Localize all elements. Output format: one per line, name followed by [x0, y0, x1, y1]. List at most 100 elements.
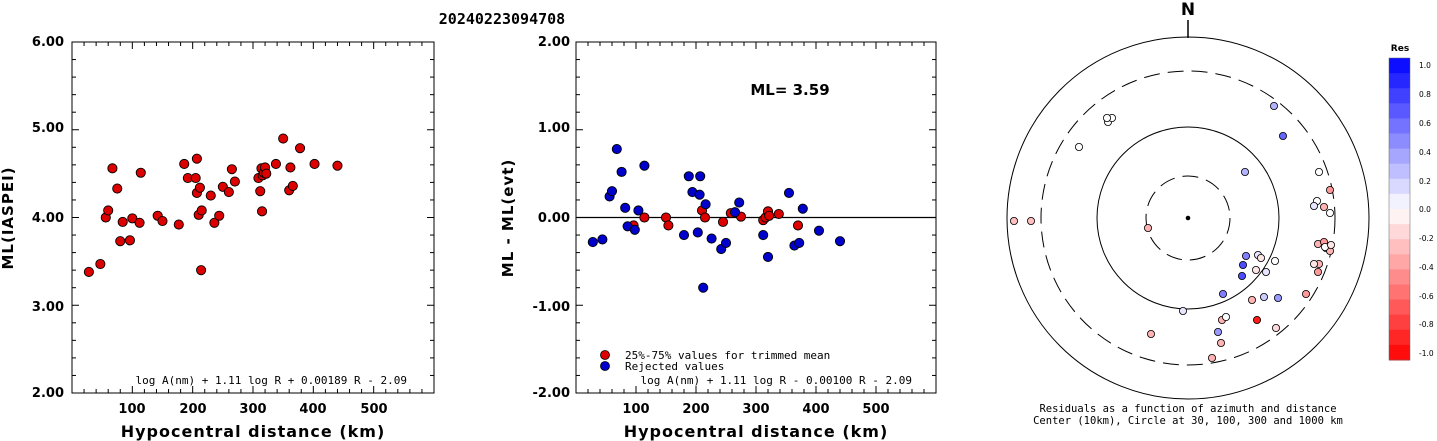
colorbar-tick: 0.8	[1419, 90, 1431, 99]
ring-100km	[1096, 126, 1280, 310]
plot1-point	[209, 217, 220, 228]
station-point	[1326, 185, 1335, 194]
plot1-point	[332, 160, 343, 171]
station-point	[1222, 312, 1231, 321]
plot1-point	[95, 258, 106, 270]
plot1-ytick-label: 5.00	[32, 121, 64, 136]
plot1-points	[83, 133, 343, 277]
plot2-point	[720, 237, 732, 248]
station-point	[1327, 240, 1336, 249]
colorbar-cell	[1389, 163, 1410, 180]
station-point	[1103, 114, 1112, 123]
plot2-point	[794, 237, 805, 248]
colorbar-cell	[1389, 239, 1410, 255]
epicenter-dot	[1185, 215, 1191, 221]
plot1-point	[103, 205, 114, 216]
plot1-point	[127, 213, 138, 224]
colorbar-cell	[1389, 178, 1410, 195]
station-point	[1242, 251, 1251, 260]
plot2-x-axis-label: Hypocentral distance (km)	[624, 422, 889, 441]
plot2-point	[764, 210, 775, 221]
plot1-point	[287, 180, 298, 191]
plot1-point	[194, 182, 205, 193]
map-caption-line2: Center (10km), Circle at 30, 100, 300 an…	[1033, 415, 1343, 427]
plot2-point	[813, 225, 825, 236]
colorbar-cell	[1389, 73, 1410, 89]
plot2-points	[587, 144, 846, 293]
plot1-point	[190, 172, 201, 184]
plot1-point	[255, 186, 266, 197]
panel-ml-vs-distance: 2.00 3.00 4.00 5.00 6.00 100 200 300 400…	[0, 35, 435, 441]
plot1-point	[135, 167, 146, 178]
station-point	[1326, 208, 1335, 217]
colorbar-cell	[1389, 58, 1410, 74]
station-residual-points	[1010, 102, 1336, 362]
colorbar-cells	[1389, 58, 1410, 361]
plot2-point	[678, 229, 690, 241]
plot1-xtick-label: 200	[179, 402, 206, 417]
colorbar-cell	[1389, 254, 1410, 270]
plot1-point	[278, 133, 289, 144]
plot2-xtick-label: 500	[862, 402, 889, 417]
colorbar-cell	[1389, 224, 1410, 240]
station-point	[1075, 142, 1084, 151]
station-point	[1238, 271, 1247, 280]
plot1-point	[179, 158, 190, 170]
plot2-point	[706, 233, 717, 244]
plot1-xtick-label: 500	[360, 402, 387, 417]
plot1-point	[134, 217, 145, 228]
residual-colorbar: Res 1.0 0.8 0.6 0.4 0.2 0.0 -0.2 -0.4 -0…	[1388, 44, 1434, 361]
plot1-point	[295, 143, 306, 154]
ring-300km	[1040, 70, 1336, 366]
colorbar-cell	[1389, 284, 1410, 301]
plot1-point	[107, 163, 118, 174]
plot2-point	[629, 224, 640, 235]
plot2-point	[616, 166, 627, 177]
station-point	[1314, 267, 1323, 276]
plot1-point	[83, 266, 94, 277]
plot1-xtick-label: 100	[118, 402, 145, 417]
station-point	[1214, 327, 1223, 336]
station-point	[1260, 292, 1269, 301]
station-point	[1248, 295, 1257, 304]
plot2-axes	[575, 41, 937, 394]
plot2-point	[639, 160, 650, 171]
plot2-formula: log A(nm) + 1.11 log R - 0.00100 R - 2.0…	[640, 374, 912, 387]
ring-30km	[1145, 175, 1231, 261]
colorbar-cell	[1389, 314, 1410, 331]
legend-label-trimmed: 25%-75% values for trimmed mean	[625, 349, 830, 362]
plot2-point	[729, 207, 741, 218]
plot1-ytick-label: 3.00	[32, 300, 64, 315]
plot1-point	[285, 162, 296, 173]
colorbar-title: Res	[1391, 44, 1409, 54]
plot2-point	[699, 212, 711, 223]
plot2-point	[639, 212, 650, 223]
plot2-point	[694, 189, 705, 200]
event-title: 20240223094708	[439, 10, 565, 28]
plot2-point	[700, 199, 711, 210]
colorbar-tick: -1.0	[1419, 349, 1434, 358]
plot1-point	[173, 219, 184, 230]
station-point	[1310, 259, 1319, 268]
plot2-point	[734, 197, 745, 208]
station-point	[1279, 131, 1288, 140]
plot2-point	[783, 187, 795, 198]
plot2-point	[683, 171, 694, 182]
station-point	[1219, 289, 1228, 298]
map-caption-line1: Residuals as a function of azimuth and d…	[1039, 403, 1336, 415]
colorbar-tick: -0.2	[1419, 234, 1434, 243]
plot2-point	[762, 251, 774, 263]
plot2-ytick-label: 1.00	[538, 121, 570, 136]
station-point	[1253, 315, 1262, 324]
plot2-point	[698, 282, 709, 293]
plot1-point	[223, 187, 234, 198]
panel-azimuth-residual-map: N Residuals as a function of azimuth and…	[1006, 0, 1370, 427]
plot1-xtick-label: 400	[299, 402, 326, 417]
plot2-point	[692, 227, 703, 238]
plot1-point	[205, 190, 216, 201]
colorbar-tick: -0.6	[1419, 292, 1434, 301]
plot2-point	[773, 208, 784, 220]
plot1-ytick-label: 6.00	[32, 35, 64, 50]
station-point	[1010, 216, 1019, 225]
station-point	[1315, 167, 1324, 176]
